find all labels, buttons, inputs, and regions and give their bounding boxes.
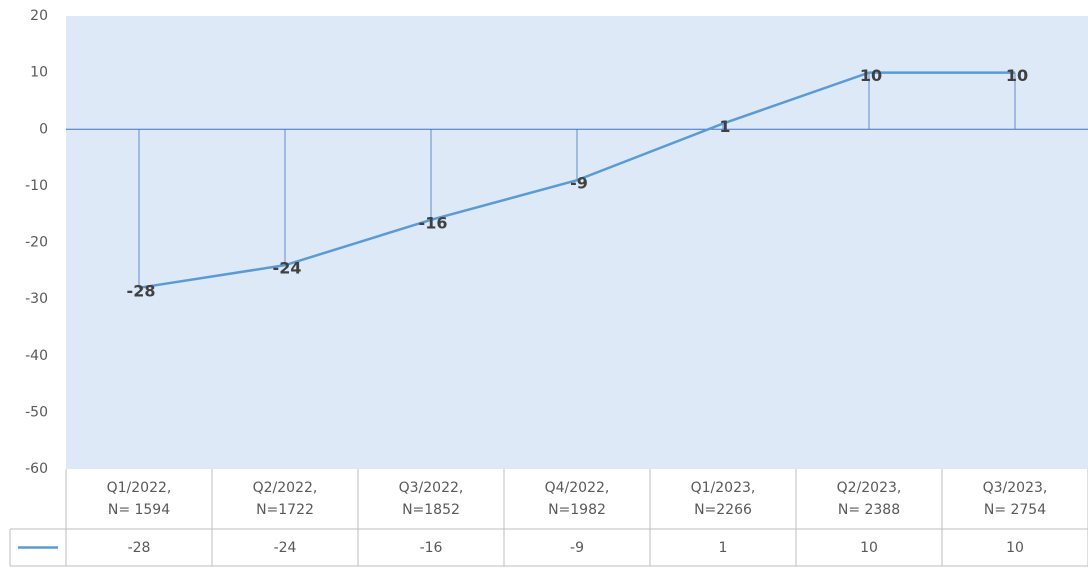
table-value: 10: [1006, 539, 1024, 556]
table-value: 10: [860, 539, 878, 556]
x-tick-label: Q4/2022, N=1982: [544, 480, 610, 518]
y-tick-label: 20: [30, 8, 48, 24]
table-value: -24: [273, 539, 297, 556]
x-tick-label: Q3/2023, N= 2754: [982, 480, 1048, 518]
table-value: -28: [127, 539, 151, 556]
y-tick-label: 10: [30, 65, 48, 81]
data-label: 10: [860, 66, 882, 85]
y-tick-label: 0: [39, 121, 48, 137]
x-tick-label: Q2/2022, N=1722: [252, 480, 318, 518]
y-tick-label: -10: [25, 178, 48, 194]
y-tick-label: -60: [25, 461, 48, 477]
x-tick-label: Q3/2022, N=1852: [398, 480, 464, 518]
data-label: -24: [273, 259, 302, 278]
table-value: -16: [419, 539, 443, 556]
data-label: 1: [719, 117, 730, 136]
data-label: 10: [1006, 66, 1028, 85]
data-label: -16: [419, 213, 448, 232]
y-tick-label: -40: [25, 348, 48, 364]
y-tick-label: -20: [25, 235, 48, 251]
data-label: -28: [127, 281, 156, 300]
data-label: -9: [570, 174, 588, 193]
x-tick-label: Q1/2023, N=2266: [690, 480, 756, 518]
table-value: 1: [718, 539, 728, 556]
line: [138, 71, 1015, 290]
x-tick-label: Q2/2023, N= 2388: [836, 480, 902, 518]
x-tick-label: Q1/2022, N= 1594: [106, 480, 172, 518]
y-tick-label: -30: [25, 291, 48, 307]
plot-area: [66, 16, 1088, 469]
y-tick-label: -50: [25, 404, 48, 420]
table-value: -9: [570, 539, 584, 556]
